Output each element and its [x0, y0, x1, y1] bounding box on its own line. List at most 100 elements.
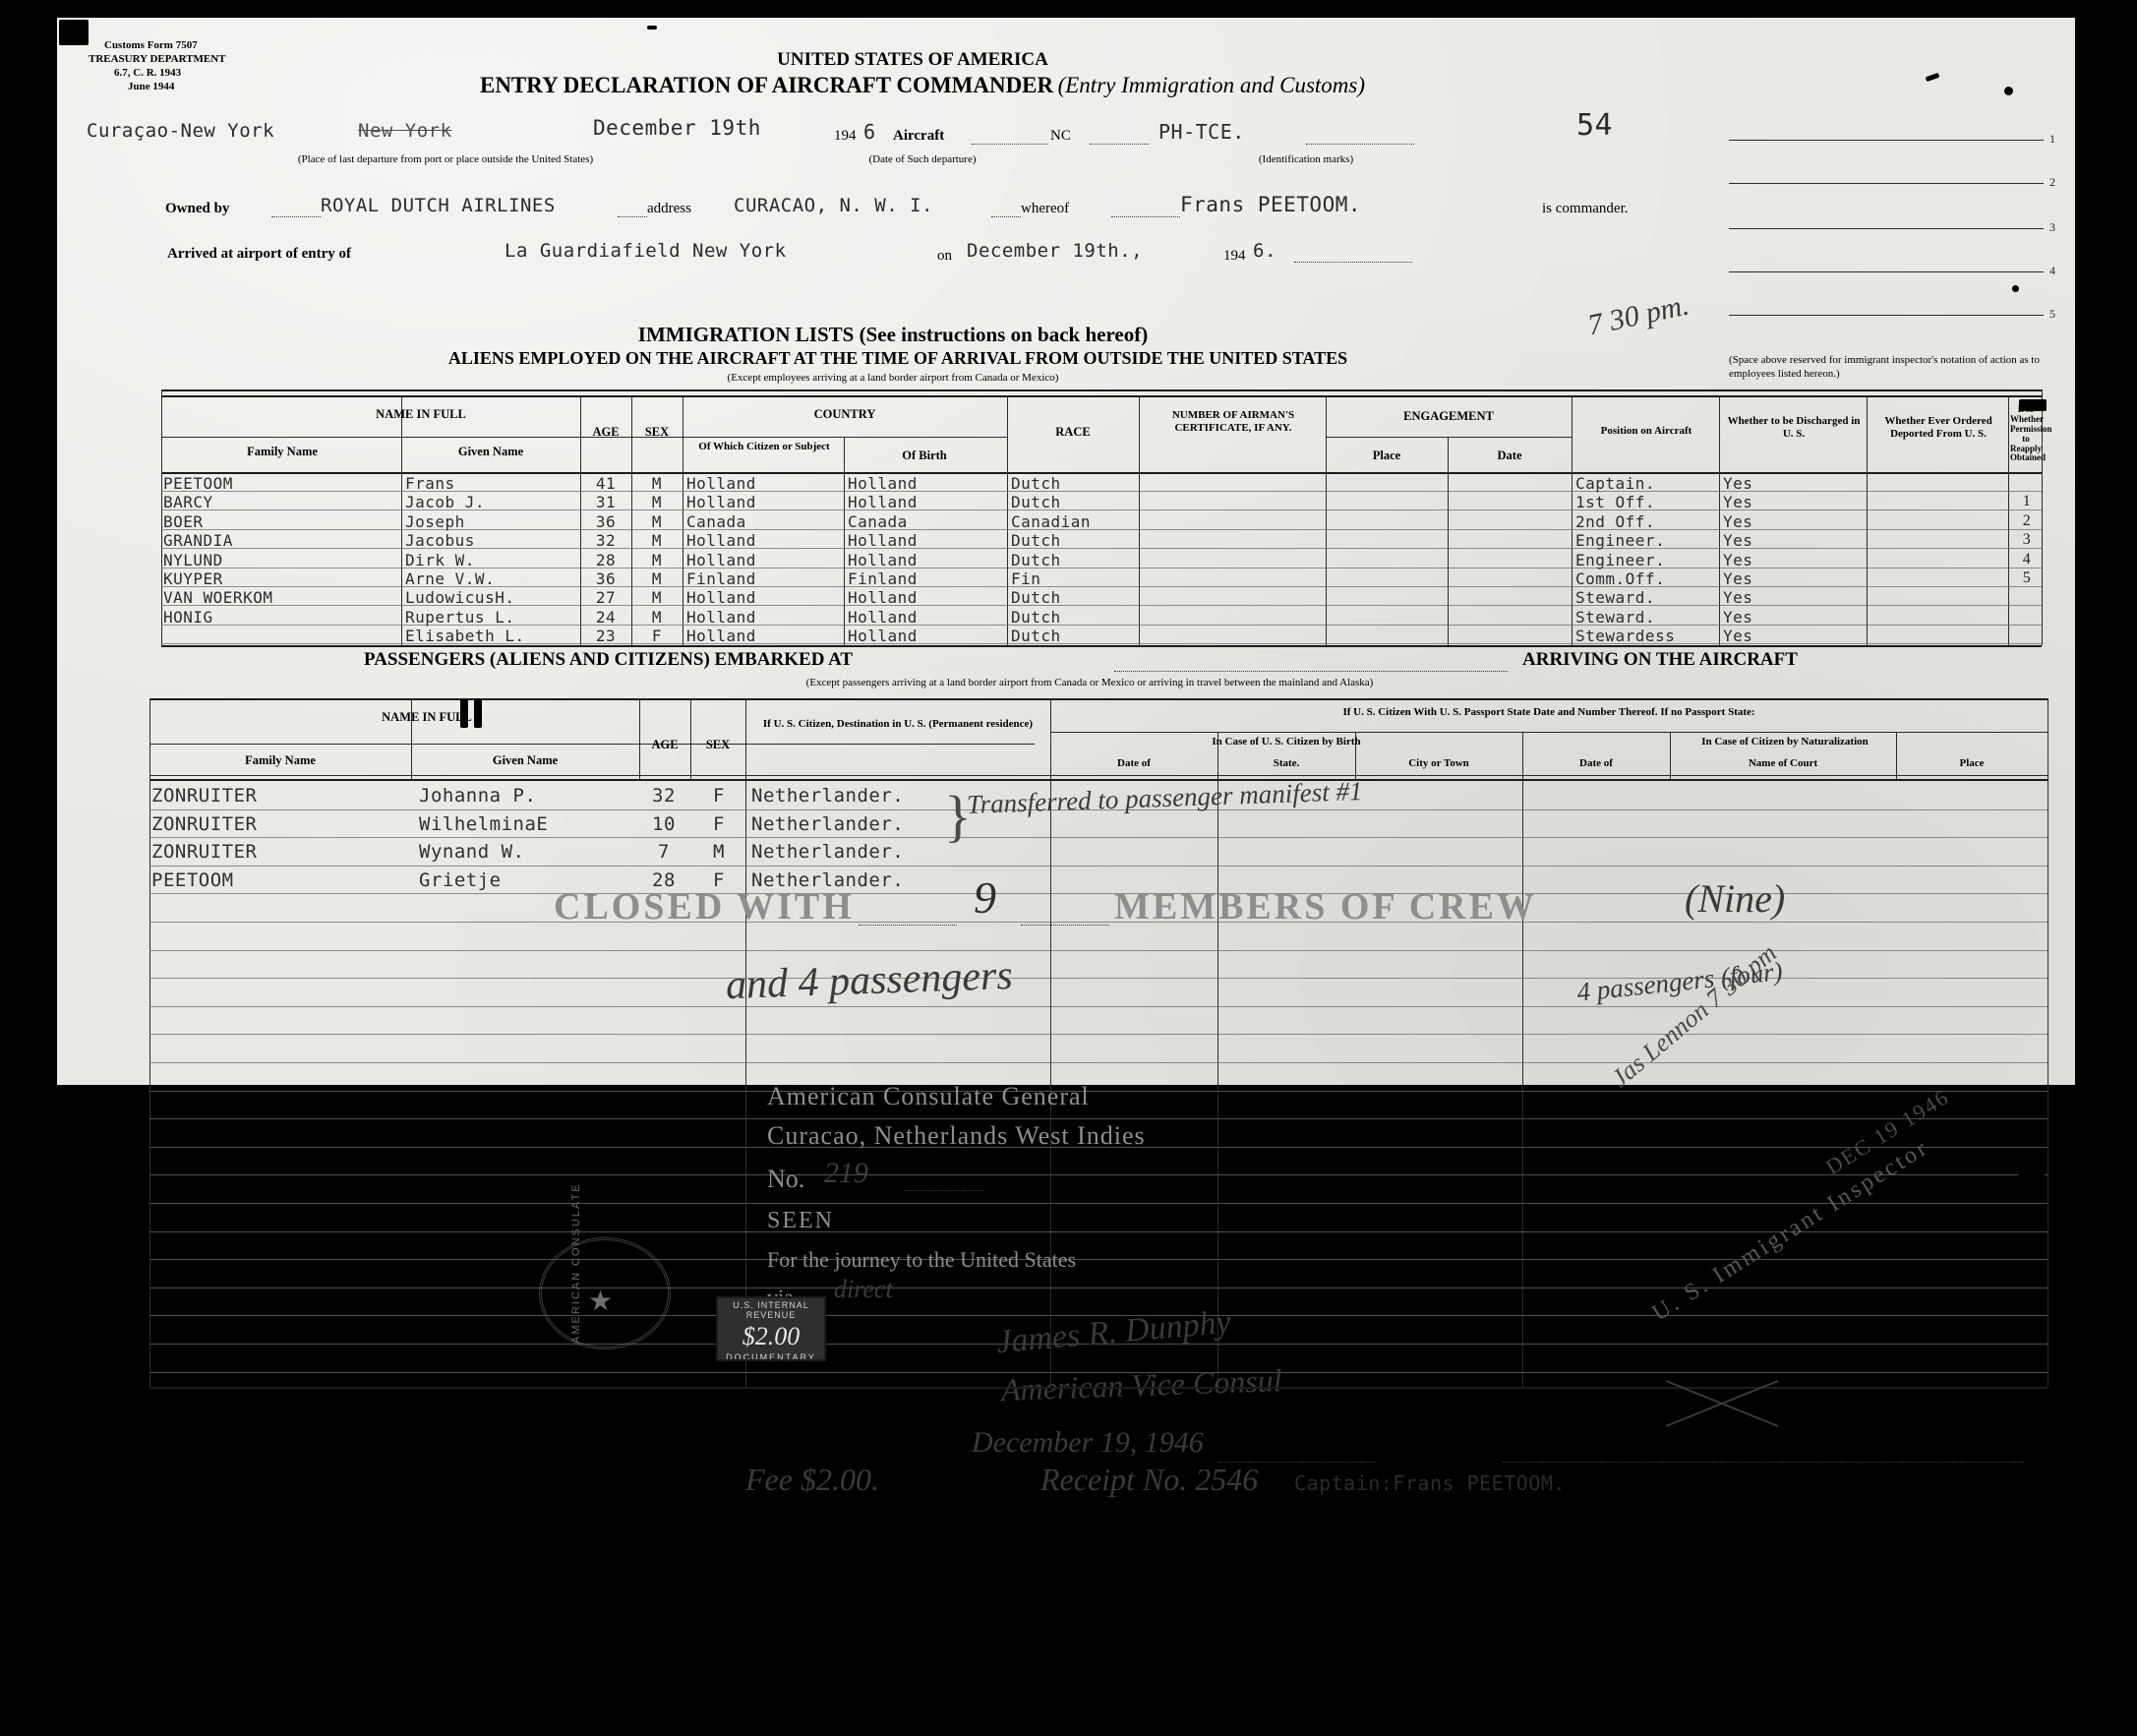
- crew-cell-age: 24: [595, 607, 617, 627]
- passenger-cell-family: ZONRUITER: [151, 785, 258, 807]
- revenue-stamp-value: $2.00: [742, 1322, 801, 1350]
- document-title-paren: (Entry Immigration and Customs): [1057, 73, 1366, 97]
- crew-row-rule: [161, 548, 2042, 550]
- crew-cell-race: Dutch: [1011, 607, 1061, 627]
- crew-cell-family: GRANDIA: [163, 531, 233, 551]
- pax-header-destination: If U. S. Citizen, Destination in U. S. (…: [762, 718, 1034, 730]
- crew-cell-birth: Finland: [848, 569, 918, 588]
- crew-cell-position: 1st Off.: [1575, 493, 1656, 512]
- pax-header-by-birth: In Case of U. S. Citizen by Birth: [1212, 736, 1361, 748]
- crew-cell-position: 2nd Off.: [1575, 511, 1656, 531]
- passengers-title-left: PASSENGERS (ALIENS AND CITIZENS) EMBARKE…: [364, 649, 854, 670]
- crew-cell-given: Jacob J.: [405, 493, 486, 512]
- form-number: Customs Form 7507: [104, 39, 198, 51]
- passenger-row-rule: [149, 1062, 2048, 1063]
- passenger-cell-given: Wynand W.: [419, 841, 525, 864]
- address-value: CURACAO, N. W. I.: [734, 195, 933, 216]
- crew-header-position: Position on Aircraft: [1600, 425, 1692, 437]
- crew-cell-position: Engineer.: [1575, 550, 1666, 569]
- crew-cell-discharged: Yes: [1723, 474, 1753, 493]
- crew-cell-race: Canadian: [1011, 511, 1092, 531]
- passenger-row-rule: [149, 1287, 2048, 1288]
- passenger-cell-given: Johanna P.: [419, 785, 537, 807]
- passenger-row-rule: [149, 1315, 2048, 1317]
- revenue-stamp-label: U.S. INTERNAL REVENUE: [733, 1300, 809, 1320]
- year-prefix: 194: [834, 128, 857, 144]
- address-label: address: [647, 201, 691, 216]
- crew-cell-discharged: Yes: [1723, 607, 1753, 627]
- consulate-line-1: American Consulate General: [767, 1082, 1090, 1110]
- crew-cell-age: 36: [595, 569, 617, 588]
- handwritten-arrival-time: 7 30 pm.: [1584, 288, 1692, 342]
- footer-declaration: The foregoing information and that in th…: [205, 1395, 1622, 1416]
- aliens-employed-line: ALIENS EMPLOYED ON THE AIRCRAFT AT THE T…: [447, 348, 1348, 368]
- passenger-cell-sex: F: [713, 868, 725, 891]
- crew-cell-position: Steward.: [1575, 588, 1656, 608]
- passengers-except-line: (Except passengers arriving at a land bo…: [805, 677, 1374, 688]
- passenger-row-rule: [149, 1259, 2048, 1261]
- closed-with-label: CLOSED WITH: [554, 886, 855, 928]
- consulate-no-value: 219: [824, 1157, 868, 1189]
- dated-handwritten: December 19, 1946: [972, 1426, 1204, 1459]
- crew-cell-citizen: Holland: [686, 627, 756, 646]
- passenger-row-rule: [149, 865, 2048, 867]
- crew-header-family: Family Name: [247, 445, 318, 458]
- crew-row-rule: [161, 567, 2042, 569]
- passenger-cell-family: PEETOOM: [151, 868, 234, 891]
- passenger-cell-age: 10: [652, 812, 676, 835]
- brace-mark: }: [944, 784, 972, 848]
- crew-cell-birth: Holland: [848, 493, 918, 512]
- and-passengers-handwritten: and 4 passengers: [725, 952, 1014, 1009]
- crew-cell-reapply: 3: [2022, 531, 2032, 549]
- passenger-row-rule: [149, 1344, 2048, 1345]
- crew-row-rule: [161, 624, 2042, 626]
- crew-cell-family: KUYPER: [163, 569, 223, 588]
- line-number-4: 4: [2049, 264, 2055, 277]
- crew-count-handwritten: 9: [974, 872, 996, 923]
- line-number-1: 1: [2049, 132, 2055, 146]
- crew-cell-sex: M: [651, 493, 663, 512]
- crew-cell-discharged: Yes: [1723, 588, 1753, 608]
- consulate-line-2: Curacao, Netherlands West Indies: [767, 1121, 1146, 1150]
- consulate-no-label: No.: [767, 1165, 805, 1193]
- crew-cell-reapply: 1: [2022, 493, 2032, 510]
- document-title: ENTRY DECLARATION OF AIRCRAFT COMMANDER: [479, 73, 1054, 97]
- passenger-row-rule: [149, 808, 2048, 810]
- crew-cell-birth: Holland: [848, 607, 918, 627]
- crew-header-certificate: NUMBER OF AIRMAN'S CERTIFICATE, IF ANY.: [1171, 409, 1295, 435]
- owned-by-label: Owned by: [165, 201, 230, 216]
- captain-label: Captain:Frans PEETOOM.: [1294, 1471, 1566, 1495]
- crew-cell-discharged: Yes: [1723, 627, 1753, 646]
- arrival-year-digit: 6.: [1253, 240, 1276, 262]
- revenue-stamp: U.S. INTERNAL REVENUE $2.00 DOCUMENTARY: [716, 1296, 826, 1361]
- pax-header-date-of: Date of: [1117, 757, 1151, 769]
- owner-name: ROYAL DUTCH AIRLINES: [321, 195, 556, 216]
- passenger-row-rule: [149, 1203, 2048, 1204]
- crew-cell-given: Rupertus L.: [405, 607, 515, 627]
- except-employees-line: (Except employees arriving at a land bor…: [727, 372, 1059, 384]
- crew-cell-given: LudowicusH.: [405, 588, 515, 608]
- crew-cell-discharged: Yes: [1723, 569, 1753, 588]
- crew-cell-sex: M: [651, 550, 663, 569]
- crew-cell-citizen: Holland: [686, 607, 756, 627]
- crew-cell-sex: M: [651, 569, 663, 588]
- is-commander-label: is commander.: [1542, 201, 1629, 216]
- crew-cell-given: Jacobus: [405, 531, 475, 551]
- crew-cell-position: Captain.: [1575, 474, 1656, 493]
- crew-cell-age: 23: [595, 627, 617, 646]
- line-number-3: 3: [2049, 220, 2055, 234]
- print-code: 16-24598-4: [200, 1471, 258, 1485]
- crew-header-engagement-date: Date: [1497, 449, 1522, 462]
- passenger-cell-given: WilhelminaE: [419, 812, 549, 835]
- passenger-row-rule: [149, 1090, 2048, 1092]
- pax-header-passport-note: If U. S. Citizen With U. S. Passport Sta…: [1342, 706, 1755, 718]
- caption-place: (Place of last departure from port or pl…: [297, 153, 594, 165]
- crew-cell-race: Dutch: [1011, 493, 1061, 512]
- crew-header-deported: Whether Ever Ordered Deported From U. S.: [1884, 415, 1992, 441]
- passenger-row-rule: [149, 949, 2048, 951]
- inspector-initials: Jas Lennon 7 30 pm: [1605, 938, 1782, 1094]
- crew-row-rule: [161, 605, 2042, 607]
- nine-handwritten: (Nine): [1685, 876, 1786, 921]
- country-title: UNITED STATES OF AMERICA: [777, 49, 1048, 70]
- members-of-crew-label: MEMBERS OF CREW: [1114, 886, 1537, 928]
